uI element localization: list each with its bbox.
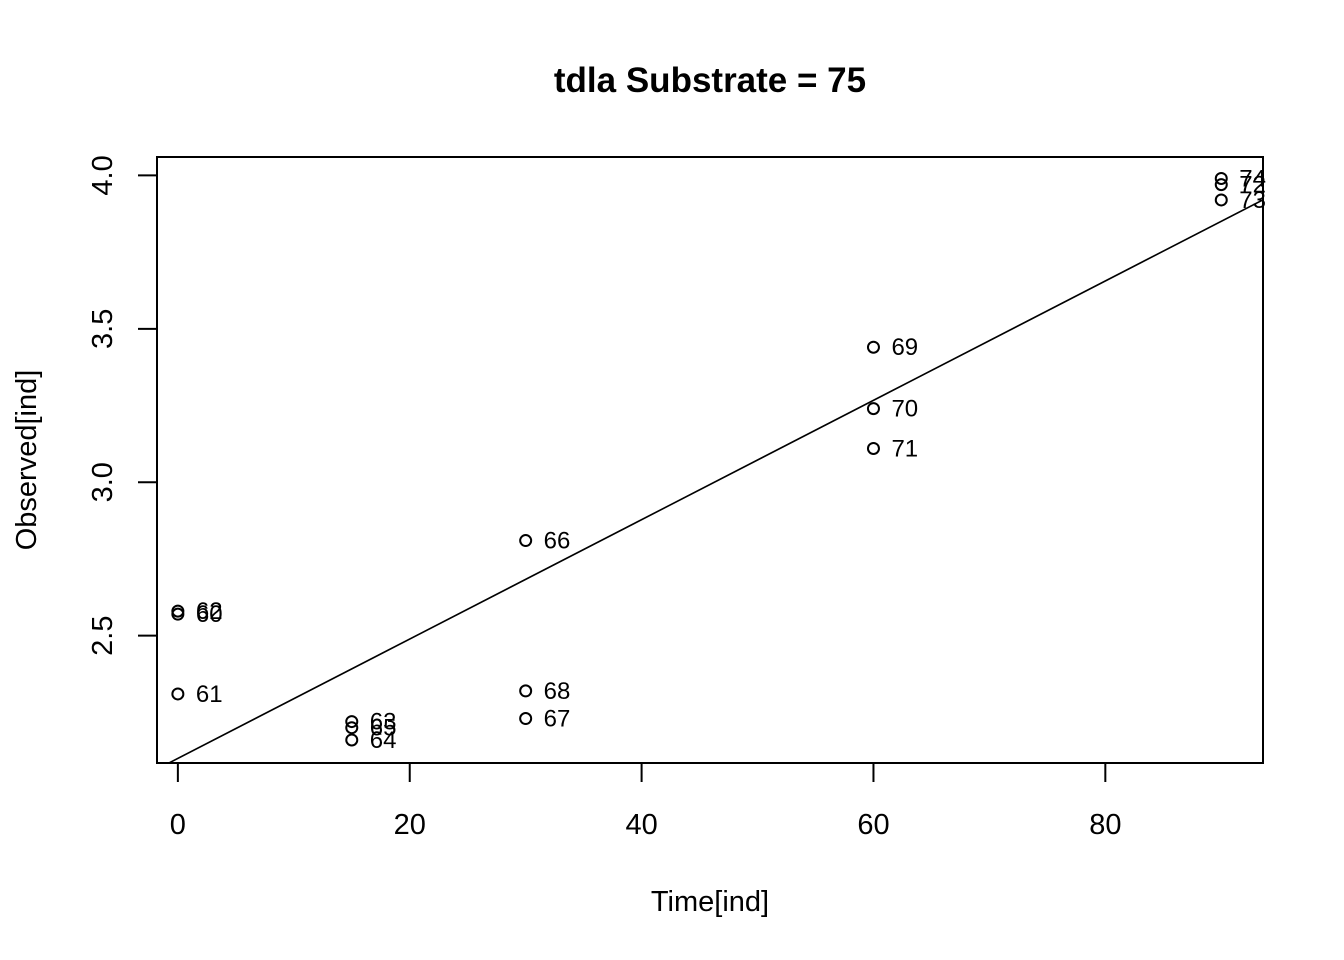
x-tick-label: 80 <box>1089 809 1121 841</box>
point-label: 70 <box>891 396 918 423</box>
y-tick-label: 3.0 <box>87 462 119 502</box>
point-label: 68 <box>544 678 571 705</box>
point-label: 61 <box>196 681 223 708</box>
data-point <box>345 715 359 729</box>
x-tick-label: 0 <box>170 809 186 841</box>
data-point <box>345 733 359 747</box>
point-label: 64 <box>370 727 397 754</box>
point-label: 62 <box>196 598 223 625</box>
data-point <box>519 684 533 698</box>
plot-area <box>167 171 1263 763</box>
y-tick-label: 3.5 <box>87 309 119 349</box>
x-tick-label: 40 <box>625 809 657 841</box>
point-label: 63 <box>370 709 397 736</box>
data-point <box>866 441 880 455</box>
x-tick-label: 20 <box>394 809 426 841</box>
data-point <box>519 534 533 548</box>
point-label: 72 <box>1239 172 1266 199</box>
y-tick-label: 4.0 <box>87 155 119 195</box>
y-tick-label: 2.5 <box>87 615 119 655</box>
x-axis-title: Time[ind] <box>651 886 769 918</box>
data-point <box>1214 178 1228 192</box>
data-point <box>866 340 880 354</box>
data-point <box>1214 193 1228 207</box>
point-label: 67 <box>544 706 571 733</box>
x-axis: 0 20 40 60 80 <box>170 762 1121 841</box>
data-point <box>866 402 880 416</box>
point-label: 74 <box>1239 165 1266 192</box>
plot-frame <box>156 156 1264 764</box>
y-axis-title: Observed[ind] <box>11 370 43 551</box>
x-tick-label: 60 <box>857 809 889 841</box>
point-label: 66 <box>544 528 571 555</box>
chart-title: tdla Substrate = 75 <box>554 61 866 100</box>
data-point <box>171 604 185 618</box>
y-axis: 2.5 3.0 3.5 4.0 <box>87 155 158 656</box>
point-label: 60 <box>196 601 223 628</box>
data-point <box>171 687 185 701</box>
data-point <box>519 712 533 726</box>
data-point <box>1214 171 1228 185</box>
data-point <box>345 721 359 735</box>
point-label: 71 <box>891 435 918 462</box>
point-label: 73 <box>1239 187 1266 214</box>
point-label: 65 <box>370 715 397 742</box>
point-label: 69 <box>891 334 918 361</box>
fit-line <box>167 199 1263 763</box>
